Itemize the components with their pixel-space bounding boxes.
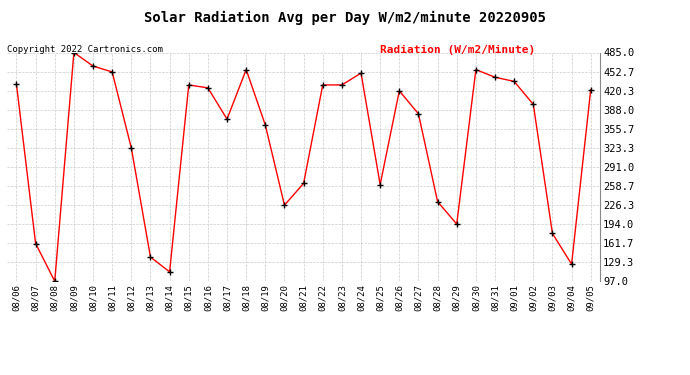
Text: Copyright 2022 Cartronics.com: Copyright 2022 Cartronics.com bbox=[7, 45, 163, 54]
Text: Solar Radiation Avg per Day W/m2/minute 20220905: Solar Radiation Avg per Day W/m2/minute … bbox=[144, 11, 546, 26]
Text: Radiation (W/m2/Minute): Radiation (W/m2/Minute) bbox=[380, 45, 535, 55]
